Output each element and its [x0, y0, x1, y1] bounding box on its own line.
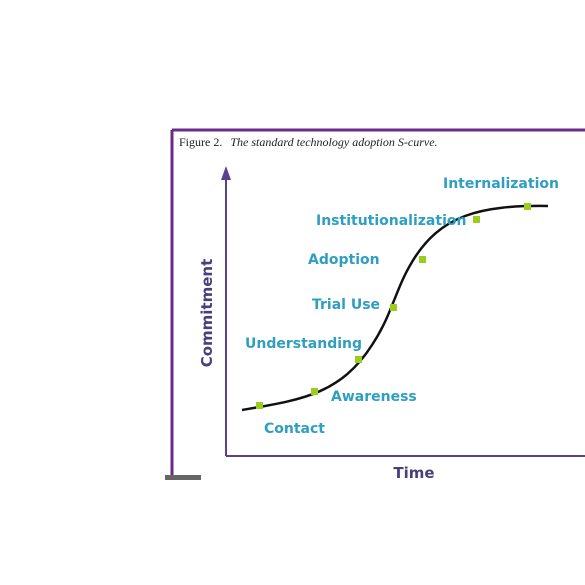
y-axis-arrowhead — [221, 166, 231, 180]
stage-label-institutionalization: Institutionalization — [316, 213, 466, 229]
marker-understanding — [355, 356, 362, 363]
marker-adoption — [419, 256, 426, 263]
marker-contact — [256, 402, 263, 409]
frame-base-bar — [165, 475, 201, 480]
stage-label-trial-use: Trial Use — [312, 297, 380, 313]
axes — [221, 166, 585, 457]
y-axis-label: Commitment — [198, 259, 216, 368]
marker-trial-use — [390, 304, 397, 311]
stage-label-adoption: Adoption — [308, 252, 380, 268]
marker-internalization — [524, 203, 531, 210]
stage-label-contact: Contact — [264, 421, 325, 437]
stage-label-understanding: Understanding — [245, 336, 362, 352]
stage-markers — [256, 203, 531, 409]
stage-labels: Contact Awareness Understanding Trial Us… — [245, 176, 559, 437]
caption-number: Figure 2. — [179, 135, 222, 149]
stage-label-internalization: Internalization — [443, 176, 559, 192]
caption-title: The standard technology adoption S-curve… — [230, 135, 437, 149]
figure-frame — [165, 128, 585, 480]
marker-awareness — [311, 388, 318, 395]
stage-label-awareness: Awareness — [331, 389, 417, 405]
marker-institutionalization — [473, 216, 480, 223]
figure-caption: Figure 2. The standard technology adopti… — [179, 133, 438, 150]
x-axis-label: Time — [393, 464, 434, 482]
